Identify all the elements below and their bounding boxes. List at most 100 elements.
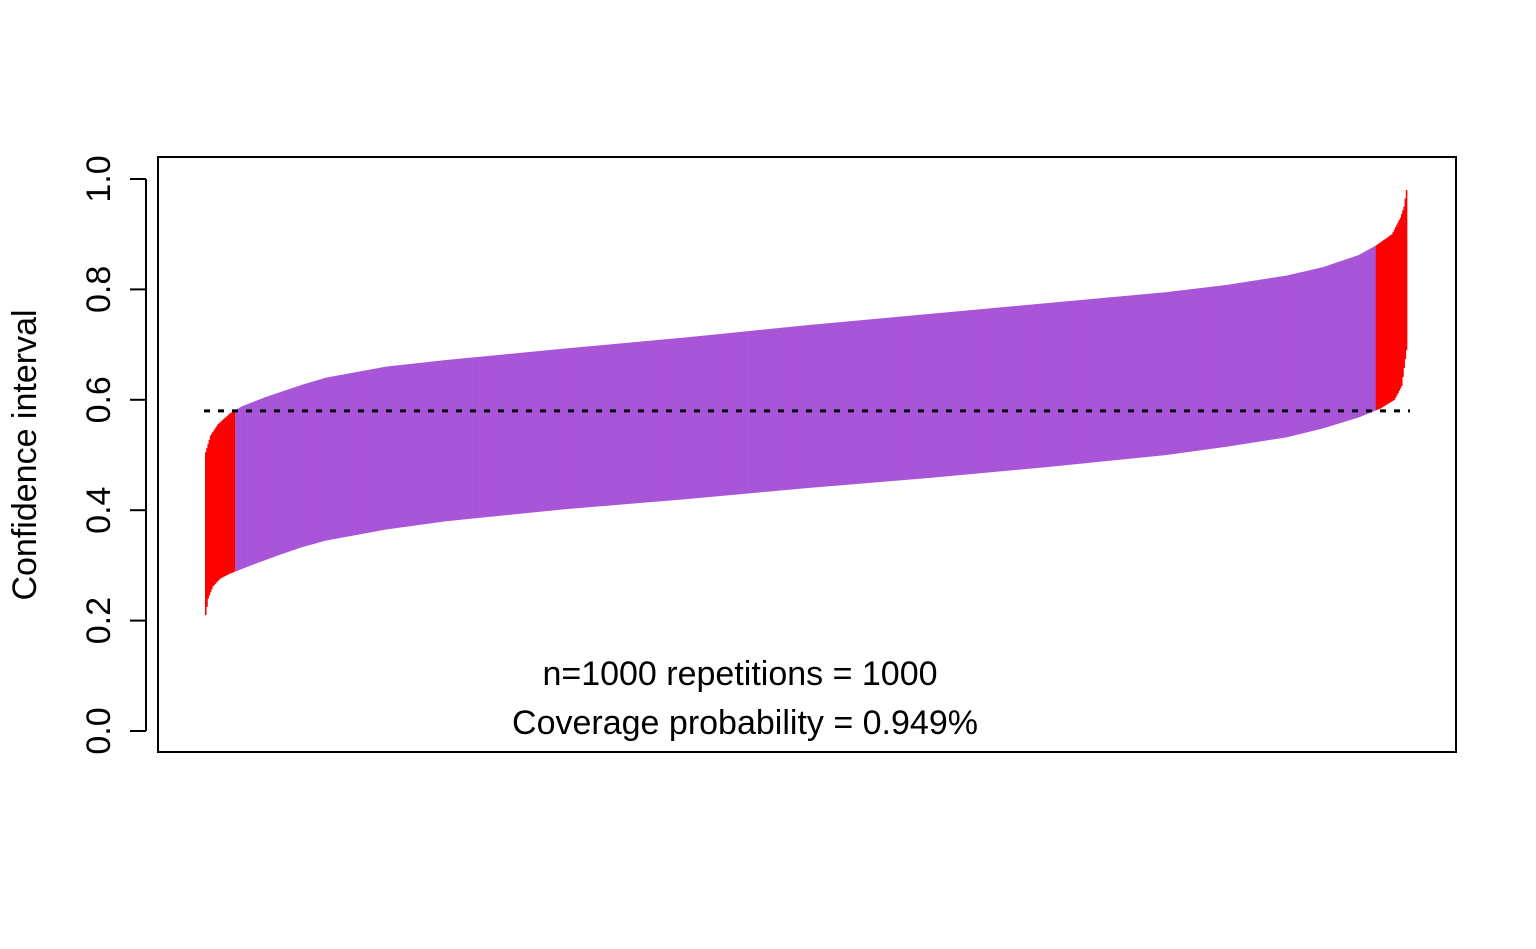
interval-bar-covered [742, 331, 744, 494]
interval-bar-covered [257, 399, 260, 563]
interval-bar-covered [242, 405, 244, 569]
interval-bar-covered [1113, 296, 1116, 461]
interval-bar-covered [316, 380, 319, 543]
interval-bar-covered [1218, 285, 1220, 448]
interval-bar-covered [938, 313, 940, 478]
interval-bar-covered [463, 358, 465, 520]
interval-bar-covered [1272, 277, 1274, 440]
interval-bar-covered [881, 318, 884, 482]
interval-bar-covered [1150, 293, 1153, 457]
interval-bar-covered [1080, 300, 1082, 464]
interval-bar-covered [497, 355, 499, 516]
interval-bar-covered [1004, 306, 1006, 471]
interval-bar-covered [629, 342, 631, 504]
interval-bar-covered [605, 344, 607, 506]
interval-bar-covered [1271, 277, 1273, 440]
interval-bar-covered [1328, 264, 1331, 427]
interval-bar-covered [745, 331, 748, 494]
interval-bar-covered [619, 343, 622, 505]
interval-bar-covered [351, 372, 354, 536]
interval-bar-covered [1226, 284, 1229, 447]
interval-bar-covered [461, 358, 463, 520]
interval-bar-covered [998, 307, 1000, 472]
interval-bar-covered [563, 348, 565, 510]
interval-bar-covered [1367, 249, 1369, 414]
interval-bar-covered [959, 311, 962, 476]
interval-bar-covered [602, 345, 605, 506]
interval-bar-covered [1351, 257, 1354, 420]
interval-bar-covered [992, 308, 994, 473]
interval-bar-covered [1142, 294, 1145, 458]
interval-bar-covered [297, 386, 300, 549]
interval-bar-covered [855, 320, 857, 484]
interval-bar-covered [932, 313, 934, 478]
interval-bar-covered [1374, 245, 1377, 411]
interval-bar-covered [403, 364, 405, 528]
interval-bar-missed [1388, 235, 1391, 403]
interval-bar-covered [1148, 293, 1151, 457]
interval-bar-covered [836, 322, 838, 486]
interval-bar-covered [915, 315, 917, 480]
interval-bar-covered [1248, 281, 1250, 444]
interval-bar-covered [997, 307, 999, 472]
interval-bar-covered [801, 325, 803, 489]
interval-bar-covered [784, 327, 786, 491]
interval-bar-covered [1232, 283, 1235, 446]
interval-bar-covered [1044, 303, 1046, 468]
interval-bar-covered [535, 351, 538, 513]
interval-bar-covered [1076, 300, 1078, 465]
interval-bar-covered [1154, 293, 1157, 457]
interval-bar-covered [548, 350, 551, 511]
interval-bar-covered [815, 324, 818, 488]
interval-bar-covered [652, 340, 654, 502]
interval-bar-covered [649, 340, 652, 503]
interval-bar-covered [1147, 293, 1149, 457]
interval-bar-covered [1124, 295, 1127, 460]
interval-bar-covered [457, 358, 459, 520]
interval-bar-covered [1042, 303, 1045, 468]
interval-bar-covered [1138, 294, 1141, 458]
interval-bar-covered [1315, 268, 1318, 430]
interval-bar-covered [266, 396, 268, 560]
interval-bar-covered [897, 316, 899, 481]
interval-bar-covered [566, 348, 569, 509]
interval-bar-covered [636, 341, 639, 504]
interval-bar-covered [973, 309, 975, 474]
interval-bar-covered [586, 346, 588, 508]
interval-bar-covered [1160, 292, 1163, 456]
interval-bar-covered [1094, 298, 1097, 463]
y-tick-label: 0.0 [80, 707, 118, 754]
interval-bar-covered [1110, 297, 1112, 461]
interval-bar-covered [709, 334, 712, 497]
interval-bar-covered [845, 321, 848, 485]
interval-bar-covered [773, 328, 776, 492]
interval-bar-covered [406, 364, 409, 527]
interval-bar-covered [613, 344, 616, 506]
interval-bar-covered [551, 349, 553, 511]
interval-bar-covered [882, 318, 885, 482]
interval-bar-covered [833, 322, 836, 486]
interval-bar-covered [414, 363, 416, 526]
interval-bar-covered [1265, 278, 1267, 441]
interval-bar-covered [248, 403, 250, 567]
interval-bar-covered [525, 352, 528, 514]
interval-bar-covered [677, 338, 679, 500]
interval-bar-covered [890, 317, 892, 482]
interval-bar-covered [1144, 294, 1147, 458]
interval-bar-covered [313, 381, 315, 544]
interval-bar-covered [643, 341, 646, 503]
interval-bar-covered [1263, 279, 1266, 441]
interval-bar-covered [479, 356, 481, 518]
interval-bar-covered [549, 349, 552, 511]
interval-bar-covered [555, 349, 558, 511]
interval-bar-missed [1392, 231, 1395, 401]
interval-bar-covered [1048, 302, 1051, 467]
interval-bar-covered [920, 314, 922, 479]
interval-bar-covered [372, 369, 374, 532]
interval-bar-covered [850, 321, 853, 485]
interval-bar-covered [451, 359, 453, 521]
interval-bar-covered [842, 321, 844, 486]
interval-bar-covered [1247, 281, 1249, 444]
interval-bar-covered [925, 314, 927, 479]
